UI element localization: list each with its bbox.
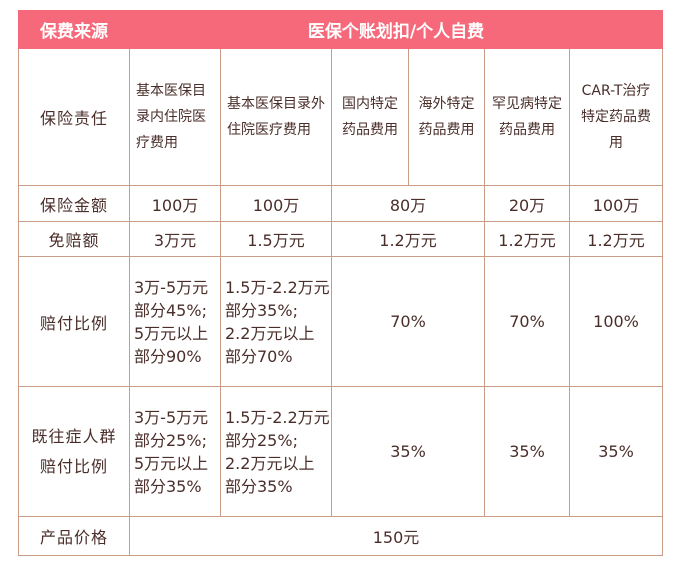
deductible-label: 免赔额 xyxy=(18,221,130,257)
preexisting-line: 1.5万-2.2万元 xyxy=(225,407,330,427)
header-row: 保费来源 医保个账划扣/个人自费 xyxy=(18,10,664,49)
insurance-coverage-table: 保费来源 医保个账划扣/个人自费 保险责任 基本医保目录内住院医疗费用 基本医保… xyxy=(18,10,664,556)
preexisting-label-line: 赔付比例 xyxy=(39,456,108,476)
ratio-cart-value: 100% xyxy=(568,256,664,387)
preexisting-cart-value: 35% xyxy=(568,386,664,517)
amount-row: 保险金额 100万 100万 80万 20万 100万 xyxy=(18,185,664,222)
preexisting-row: 既往症人群 赔付比例 3万-5万元 部分25%; 5万元以上 部分35% 1.5… xyxy=(18,386,664,517)
ratio-line: 部分45%; xyxy=(134,300,207,320)
preexisting-line: 3万-5万元 xyxy=(134,407,209,427)
amount-value: 20万 xyxy=(484,185,570,222)
responsibility-label: 保险责任 xyxy=(18,48,130,186)
ratio-inlist-cell: 3万-5万元 部分45%; 5万元以上 部分90% xyxy=(129,256,221,387)
ratio-drug-value: 70% xyxy=(331,256,485,387)
preexisting-line: 部分35% xyxy=(225,476,293,496)
ratio-rare-value: 70% xyxy=(484,256,570,387)
responsibility-item: CAR-T治疗特定药品费用 xyxy=(568,48,664,186)
preexisting-line: 部分35% xyxy=(134,476,202,496)
price-row: 产品价格 150元 xyxy=(18,516,664,556)
preexisting-inlist-cell: 3万-5万元 部分25%; 5万元以上 部分35% xyxy=(129,386,221,517)
ratio-outlist-cell: 1.5万-2.2万元 部分35%; 2.2万元以上 部分70% xyxy=(220,256,332,387)
deductible-value: 1.2万元 xyxy=(568,221,664,257)
ratio-line: 2.2万元以上 xyxy=(225,323,315,343)
deductible-value: 1.5万元 xyxy=(220,221,332,257)
ratio-line: 1.5万-2.2万元 xyxy=(225,277,330,297)
ratio-line: 部分70% xyxy=(225,346,293,366)
ratio-line: 5万元以上 xyxy=(134,323,209,343)
responsibility-row: 保险责任 基本医保目录内住院医疗费用 基本医保目录外住院医疗费用 国内特定药品费… xyxy=(18,48,664,186)
preexisting-line: 5万元以上 xyxy=(134,453,209,473)
insurance-table-container: 保费来源 医保个账划扣/个人自费 保险责任 基本医保目录内住院医疗费用 基本医保… xyxy=(18,10,664,556)
responsibility-item: 基本医保目录内住院医疗费用 xyxy=(129,48,221,186)
ratio-row: 赔付比例 3万-5万元 部分45%; 5万元以上 部分90% 1.5万-2.2万… xyxy=(18,256,664,387)
deductible-value: 1.2万元 xyxy=(331,221,485,257)
source-value: 医保个账划扣/个人自费 xyxy=(128,10,664,49)
price-label: 产品价格 xyxy=(18,516,130,556)
responsibility-item: 海外特定药品费用 xyxy=(408,48,485,186)
amount-value: 100万 xyxy=(568,185,664,222)
preexisting-rare-value: 35% xyxy=(484,386,570,517)
preexisting-line: 2.2万元以上 xyxy=(225,453,315,473)
preexisting-label: 既往症人群 赔付比例 xyxy=(18,386,130,517)
preexisting-drug-value: 35% xyxy=(331,386,485,517)
amount-value: 80万 xyxy=(331,185,485,222)
preexisting-label-line: 既往症人群 xyxy=(31,426,117,446)
ratio-line: 部分90% xyxy=(134,346,202,366)
preexisting-line: 部分25%; xyxy=(225,430,298,450)
responsibility-item: 国内特定药品费用 xyxy=(331,48,409,186)
amount-label: 保险金额 xyxy=(18,185,130,222)
deductible-value: 3万元 xyxy=(129,221,221,257)
ratio-line: 部分35%; xyxy=(225,300,298,320)
deductible-row: 免赔额 3万元 1.5万元 1.2万元 1.2万元 1.2万元 xyxy=(18,221,664,257)
amount-value: 100万 xyxy=(220,185,332,222)
preexisting-outlist-cell: 1.5万-2.2万元 部分25%; 2.2万元以上 部分35% xyxy=(220,386,332,517)
amount-value: 100万 xyxy=(129,185,221,222)
ratio-line: 3万-5万元 xyxy=(134,277,209,297)
preexisting-line: 部分25%; xyxy=(134,430,207,450)
responsibility-item: 基本医保目录外住院医疗费用 xyxy=(220,48,332,186)
ratio-label: 赔付比例 xyxy=(18,256,130,387)
responsibility-item: 罕见病特定药品费用 xyxy=(484,48,570,186)
deductible-value: 1.2万元 xyxy=(484,221,570,257)
price-value: 150元 xyxy=(128,516,664,556)
source-label: 保费来源 xyxy=(18,10,130,49)
